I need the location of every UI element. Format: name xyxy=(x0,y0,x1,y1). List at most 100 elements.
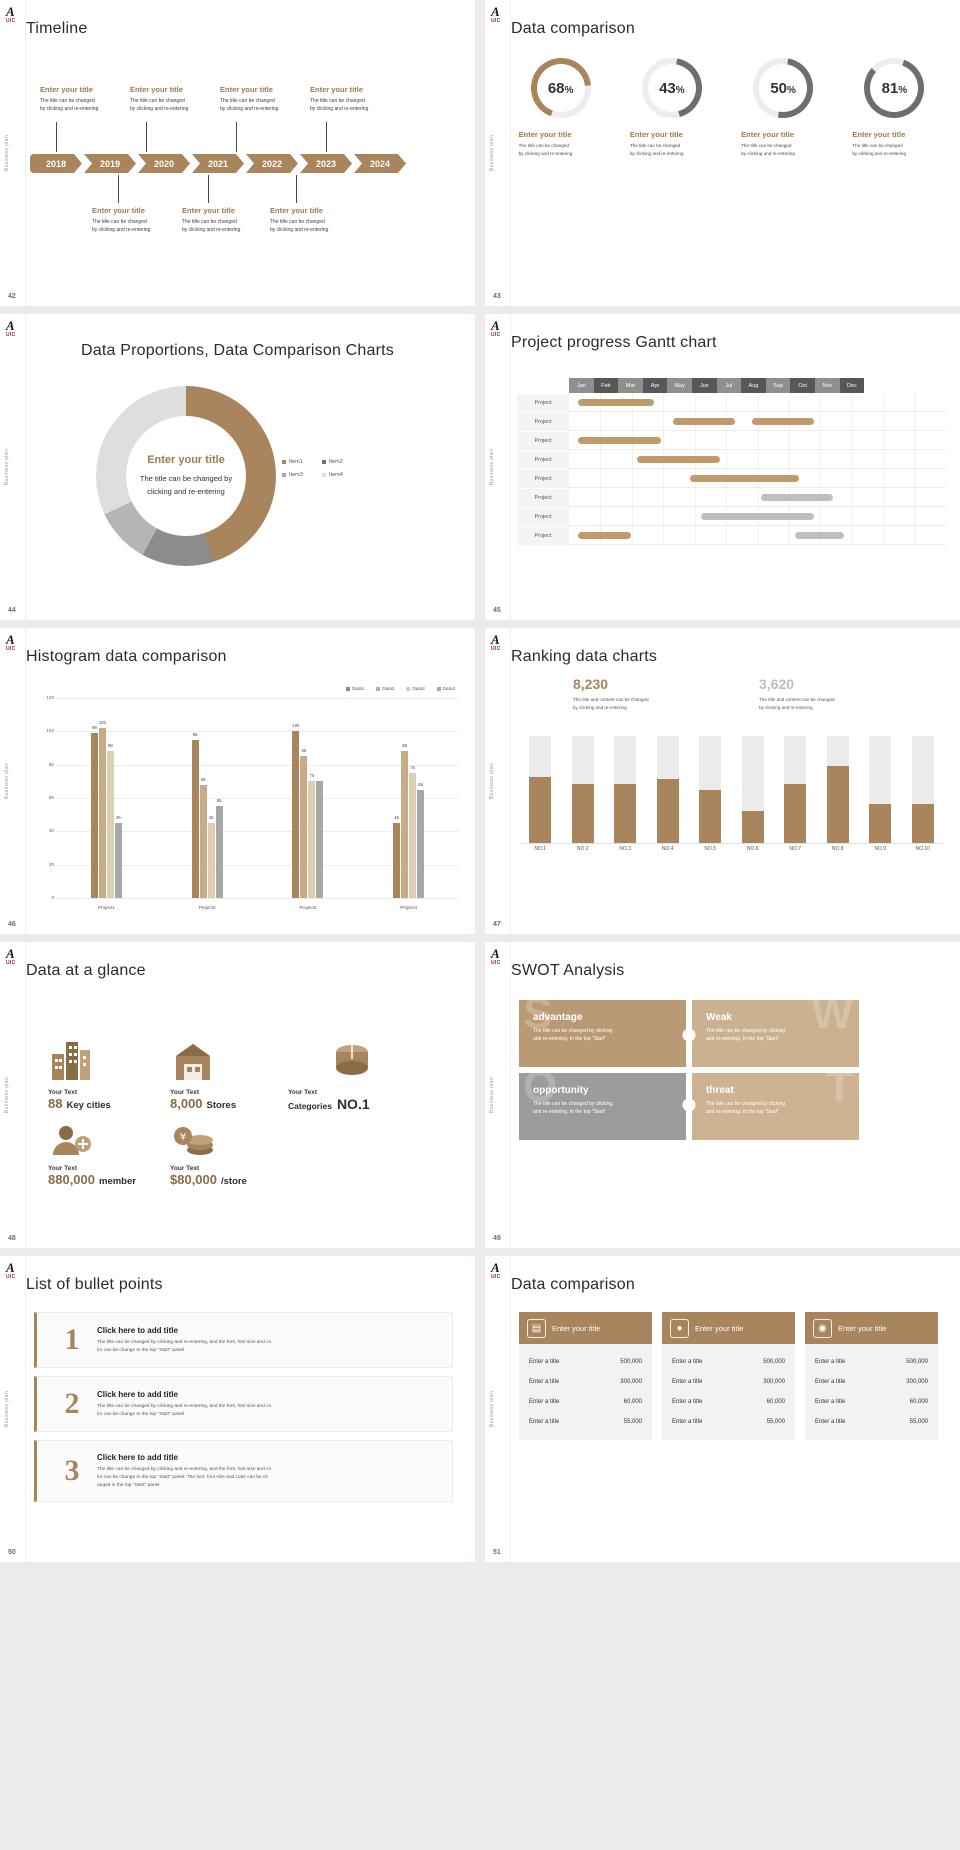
column-header[interactable]: ● Enter your title xyxy=(662,1312,795,1344)
timeline-year-bar[interactable]: 2018 2019 2020 2021 2022 2023 2024 xyxy=(30,154,408,173)
table-row[interactable]: Enter a title 55,000 xyxy=(805,1412,938,1432)
timeline-caption-top-1[interactable]: Enter your title The title can be change… xyxy=(40,85,122,113)
table-row[interactable]: Enter a title 55,000 xyxy=(662,1412,795,1432)
slide-bullet-list[interactable]: A UIC Business plan 50 List of bullet po… xyxy=(0,1256,475,1562)
histogram-group-project3[interactable]: 100 85 70 xyxy=(292,698,324,898)
gantt-bar[interactable] xyxy=(751,418,815,425)
timeline-year-2018[interactable]: 2018 xyxy=(30,154,82,173)
comparison-column-1[interactable]: ▤ Enter your title Enter a title 500,000 … xyxy=(519,1312,652,1440)
slide-data-at-a-glance[interactable]: A UIC Business plan 48 Data at a glance … xyxy=(0,942,475,1248)
gantt-bar[interactable] xyxy=(636,456,720,463)
stat-categories[interactable]: Your Text Categories NO.1 xyxy=(288,1040,376,1112)
table-row[interactable]: Enter a title 300,000 xyxy=(519,1372,652,1392)
timeline-caption-bottom-1[interactable]: Enter your title The title can be change… xyxy=(92,206,174,234)
gantt-chart[interactable]: Jan Feb Mar Apr May Jun Jul Aug Sep Oct … xyxy=(517,378,946,545)
ranking-chart[interactable] xyxy=(519,736,944,844)
progress-ring-50[interactable]: 50% xyxy=(753,58,814,118)
comparison-column-3[interactable]: ◉ Enter your title Enter a title 500,000 … xyxy=(805,1312,938,1440)
donut-center-text[interactable]: Enter your title The title can be change… xyxy=(96,454,276,498)
gantt-bar[interactable] xyxy=(689,475,799,482)
swot-threat[interactable]: T threat The title can be changed by cli… xyxy=(692,1073,859,1140)
gantt-bar[interactable] xyxy=(700,513,815,520)
bullet-item-2[interactable]: 2 Click here to add title The title can … xyxy=(34,1376,453,1432)
slide-histogram[interactable]: A UIC Business plan 46 Histogram data co… xyxy=(0,628,475,934)
gantt-row[interactable]: Project xyxy=(517,393,946,412)
slide-swot[interactable]: A UIC Business plan 49 SWOT Analysis S a… xyxy=(485,942,960,1248)
ranking-bar-6[interactable] xyxy=(741,736,764,843)
table-row[interactable]: Enter a title 300,000 xyxy=(805,1372,938,1392)
timeline-caption-bottom-3[interactable]: Enter your title The title can be change… xyxy=(270,206,352,234)
timeline-year-2022[interactable]: 2022 xyxy=(246,154,298,173)
histogram-group-project1[interactable]: 99 102 88 45 xyxy=(90,698,122,898)
timeline-caption-top-2[interactable]: Enter your title The title can be change… xyxy=(130,85,212,113)
ranking-bar-4[interactable] xyxy=(656,736,679,843)
gantt-bar[interactable] xyxy=(672,418,735,425)
timeline-year-2023[interactable]: 2023 xyxy=(300,154,352,173)
slide-timeline[interactable]: A UIC Business plan 42 Timeline Enter yo… xyxy=(0,0,475,306)
timeline-year-2021[interactable]: 2021 xyxy=(192,154,244,173)
ranking-bar-1[interactable] xyxy=(529,736,552,843)
table-row[interactable]: Enter a title 55,000 xyxy=(519,1412,652,1432)
gantt-row[interactable]: Project xyxy=(517,488,946,507)
swot-strength[interactable]: S advantage The title can be changed by … xyxy=(519,1000,686,1067)
gantt-row[interactable]: Project xyxy=(517,507,946,526)
bullet-item-1[interactable]: 1 Click here to add title The title can … xyxy=(34,1312,453,1368)
swot-weakness[interactable]: W Weak The title can be changed by click… xyxy=(692,1000,859,1067)
ring-caption-3[interactable]: Enter your title The title can be change… xyxy=(741,130,825,157)
gantt-row[interactable]: Project xyxy=(517,469,946,488)
ranking-bar-2[interactable] xyxy=(571,736,594,843)
ranking-bar-5[interactable] xyxy=(699,736,722,843)
table-row[interactable]: Enter a title 500,000 xyxy=(805,1352,938,1372)
stat-per-store[interactable]: ¥ Your Text $80,000 /store xyxy=(170,1124,247,1187)
timeline-caption-top-3[interactable]: Enter your title The title can be change… xyxy=(220,85,302,113)
progress-ring-68[interactable]: 68% xyxy=(530,58,591,118)
timeline-year-2019[interactable]: 2019 xyxy=(84,154,136,173)
histogram-chart[interactable]: Data1 Data2 Data3 Data4 120 100 80 60 40… xyxy=(34,686,459,912)
stat-key-cities[interactable]: Your Text 88 Key cities xyxy=(48,1040,111,1111)
bullet-item-3[interactable]: 3 Click here to add title The title can … xyxy=(34,1440,453,1502)
comparison-column-2[interactable]: ● Enter your title Enter a title 500,000 … xyxy=(662,1312,795,1440)
ring-caption-1[interactable]: Enter your title The title can be change… xyxy=(519,130,603,157)
timeline-year-2020[interactable]: 2020 xyxy=(138,154,190,173)
stat-member[interactable]: Your Text 880,000 member xyxy=(48,1124,136,1187)
ranking-bar-9[interactable] xyxy=(869,736,892,843)
ranking-bar-3[interactable] xyxy=(614,736,637,843)
histogram-group-project2[interactable]: 95 68 45 55 xyxy=(191,698,223,898)
swot-opportunity[interactable]: O opportunity The title can be changed b… xyxy=(519,1073,686,1140)
table-row[interactable]: Enter a title 60,000 xyxy=(662,1392,795,1412)
slide-data-proportions[interactable]: A UIC Business plan 44 Data Proportions,… xyxy=(0,314,475,620)
timeline-caption-bottom-2[interactable]: Enter your title The title can be change… xyxy=(182,206,264,234)
ring-caption-4[interactable]: Enter your title The title can be change… xyxy=(852,130,936,157)
gantt-bar[interactable] xyxy=(761,494,833,501)
gantt-row[interactable]: Project xyxy=(517,450,946,469)
table-row[interactable]: Enter a title 500,000 xyxy=(519,1352,652,1372)
table-row[interactable]: Enter a title 60,000 xyxy=(519,1392,652,1412)
gantt-bar[interactable] xyxy=(578,532,632,539)
ranking-bar-7[interactable] xyxy=(784,736,807,843)
ranking-kpi-1[interactable]: 8,230 The title and content can be chang… xyxy=(573,676,703,712)
table-row[interactable]: Enter a title 60,000 xyxy=(805,1392,938,1412)
progress-ring-81[interactable]: 81% xyxy=(864,58,925,118)
donut-chart[interactable] xyxy=(96,386,276,566)
table-row[interactable]: Enter a title 300,000 xyxy=(662,1372,795,1392)
ring-caption-2[interactable]: Enter your title The title can be change… xyxy=(630,130,714,157)
ranking-kpi-2[interactable]: 3,620 The title and content can be chang… xyxy=(759,676,889,712)
timeline-year-2024[interactable]: 2024 xyxy=(354,154,406,173)
gantt-bar[interactable] xyxy=(578,399,654,406)
progress-ring-43[interactable]: 43% xyxy=(641,58,702,118)
gantt-bar[interactable] xyxy=(578,437,662,444)
gantt-bar[interactable] xyxy=(795,532,845,539)
column-header[interactable]: ◉ Enter your title xyxy=(805,1312,938,1344)
gantt-row[interactable]: Project xyxy=(517,526,946,545)
histogram-group-project4[interactable]: 45 88 75 65 xyxy=(393,698,425,898)
stat-stores[interactable]: Your Text 8,000 Stores xyxy=(170,1040,236,1111)
column-header[interactable]: ▤ Enter your title xyxy=(519,1312,652,1344)
slide-gantt[interactable]: A UIC Business plan 45 Project progress … xyxy=(485,314,960,620)
table-row[interactable]: Enter a title 500,000 xyxy=(662,1352,795,1372)
slide-ranking[interactable]: A UIC Business plan 47 Ranking data char… xyxy=(485,628,960,934)
ranking-bar-8[interactable] xyxy=(826,736,849,843)
timeline-caption-top-4[interactable]: Enter your title The title can be change… xyxy=(310,85,392,113)
ranking-bar-10[interactable] xyxy=(911,736,934,843)
gantt-row[interactable]: Project xyxy=(517,412,946,431)
slide-data-comparison-table[interactable]: A UIC Business plan 51 Data comparison ▤… xyxy=(485,1256,960,1562)
